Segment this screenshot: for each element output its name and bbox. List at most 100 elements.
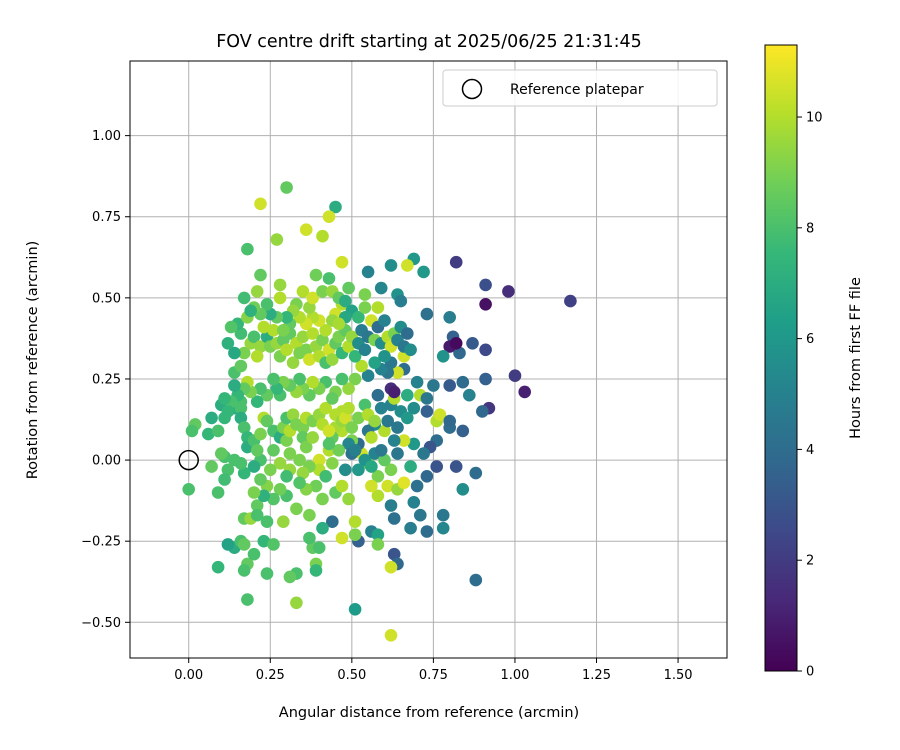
data-point xyxy=(260,298,274,311)
data-point xyxy=(332,444,346,457)
data-point xyxy=(234,327,248,340)
data-point xyxy=(237,538,251,551)
data-point xyxy=(250,508,264,522)
data-point xyxy=(326,392,339,405)
data-point xyxy=(449,460,463,473)
data-point xyxy=(420,405,434,418)
data-point xyxy=(335,479,349,493)
data-point xyxy=(342,382,355,396)
data-point xyxy=(211,486,225,499)
legend-entry-reference: Reference platepar xyxy=(510,82,644,98)
data-point xyxy=(319,324,333,337)
data-point xyxy=(407,496,421,509)
data-point xyxy=(205,460,218,473)
data-point xyxy=(247,460,261,473)
data-point xyxy=(332,317,346,331)
data-point xyxy=(257,489,271,503)
data-point xyxy=(410,479,424,493)
data-point xyxy=(387,547,401,561)
data-point xyxy=(202,427,215,441)
data-point xyxy=(404,521,417,535)
data-point xyxy=(401,411,414,425)
data-point xyxy=(358,343,372,357)
data-point xyxy=(326,353,339,366)
data-point xyxy=(303,301,316,314)
data-point xyxy=(286,356,300,370)
data-point xyxy=(267,372,280,386)
data-point xyxy=(391,447,404,460)
data-point xyxy=(221,337,235,350)
data-point xyxy=(299,343,313,357)
data-point xyxy=(270,233,284,246)
x-axis-ticks: 0.00 0.25 0.50 0.75 1.00 1.25 1.50 xyxy=(174,658,693,683)
data-point xyxy=(469,466,483,480)
data-point xyxy=(254,382,267,396)
data-point xyxy=(280,181,293,194)
data-point xyxy=(371,388,385,402)
data-point xyxy=(339,294,352,308)
data-point xyxy=(371,528,385,541)
data-point xyxy=(443,311,457,324)
data-point xyxy=(237,346,251,360)
data-point xyxy=(401,259,414,272)
data-point xyxy=(283,447,297,460)
data-point xyxy=(335,372,349,386)
data-point xyxy=(250,350,264,363)
data-point xyxy=(250,444,264,457)
data-point xyxy=(348,372,362,386)
data-point xyxy=(303,508,316,522)
reference-platepar-marker xyxy=(178,449,199,471)
data-point xyxy=(518,385,531,399)
data-point xyxy=(404,460,417,473)
data-point xyxy=(254,473,267,486)
data-point xyxy=(453,346,466,360)
x-tick-label: 1.00 xyxy=(500,668,529,683)
data-point xyxy=(296,431,310,444)
chart-title: FOV centre drift starting at 2025/06/25 … xyxy=(216,32,642,52)
data-point xyxy=(358,398,372,412)
data-point xyxy=(254,340,267,353)
data-point xyxy=(469,573,483,587)
colorbar-label: Hours from first FF file xyxy=(848,277,864,439)
data-point xyxy=(420,307,434,321)
data-point xyxy=(342,281,355,295)
data-point xyxy=(387,385,401,399)
data-point xyxy=(221,405,235,418)
data-point xyxy=(228,379,241,392)
data-point xyxy=(221,538,235,551)
data-point xyxy=(319,470,333,483)
data-point xyxy=(371,538,385,551)
data-point xyxy=(280,343,293,357)
y-tick-label: −0.50 xyxy=(81,616,121,631)
data-point xyxy=(326,515,339,528)
data-point xyxy=(342,340,355,353)
colorbar-tick-label: 4 xyxy=(806,443,814,458)
legend-marker-icon xyxy=(461,78,483,100)
plot-frame xyxy=(129,60,728,659)
data-point xyxy=(250,285,264,298)
data-point xyxy=(306,375,320,389)
y-tick-label: 0.25 xyxy=(92,372,121,387)
y-axis-label: Rotation from reference (arcmin) xyxy=(25,241,41,480)
data-point xyxy=(237,466,251,480)
data-point xyxy=(420,392,434,405)
data-point xyxy=(296,421,310,434)
data-point xyxy=(322,437,336,451)
data-point xyxy=(264,307,277,321)
legend-box xyxy=(442,69,718,107)
data-point xyxy=(335,531,349,545)
data-point xyxy=(273,457,287,470)
data-point xyxy=(407,437,421,451)
data-point xyxy=(479,278,492,292)
y-tick-label: 0.00 xyxy=(92,454,121,469)
data-point xyxy=(303,531,316,545)
data-point xyxy=(309,564,323,577)
data-point xyxy=(322,210,336,223)
data-point xyxy=(306,327,320,340)
data-point xyxy=(316,285,329,298)
data-point xyxy=(397,434,411,447)
data-point xyxy=(326,457,339,470)
data-point xyxy=(303,353,316,366)
